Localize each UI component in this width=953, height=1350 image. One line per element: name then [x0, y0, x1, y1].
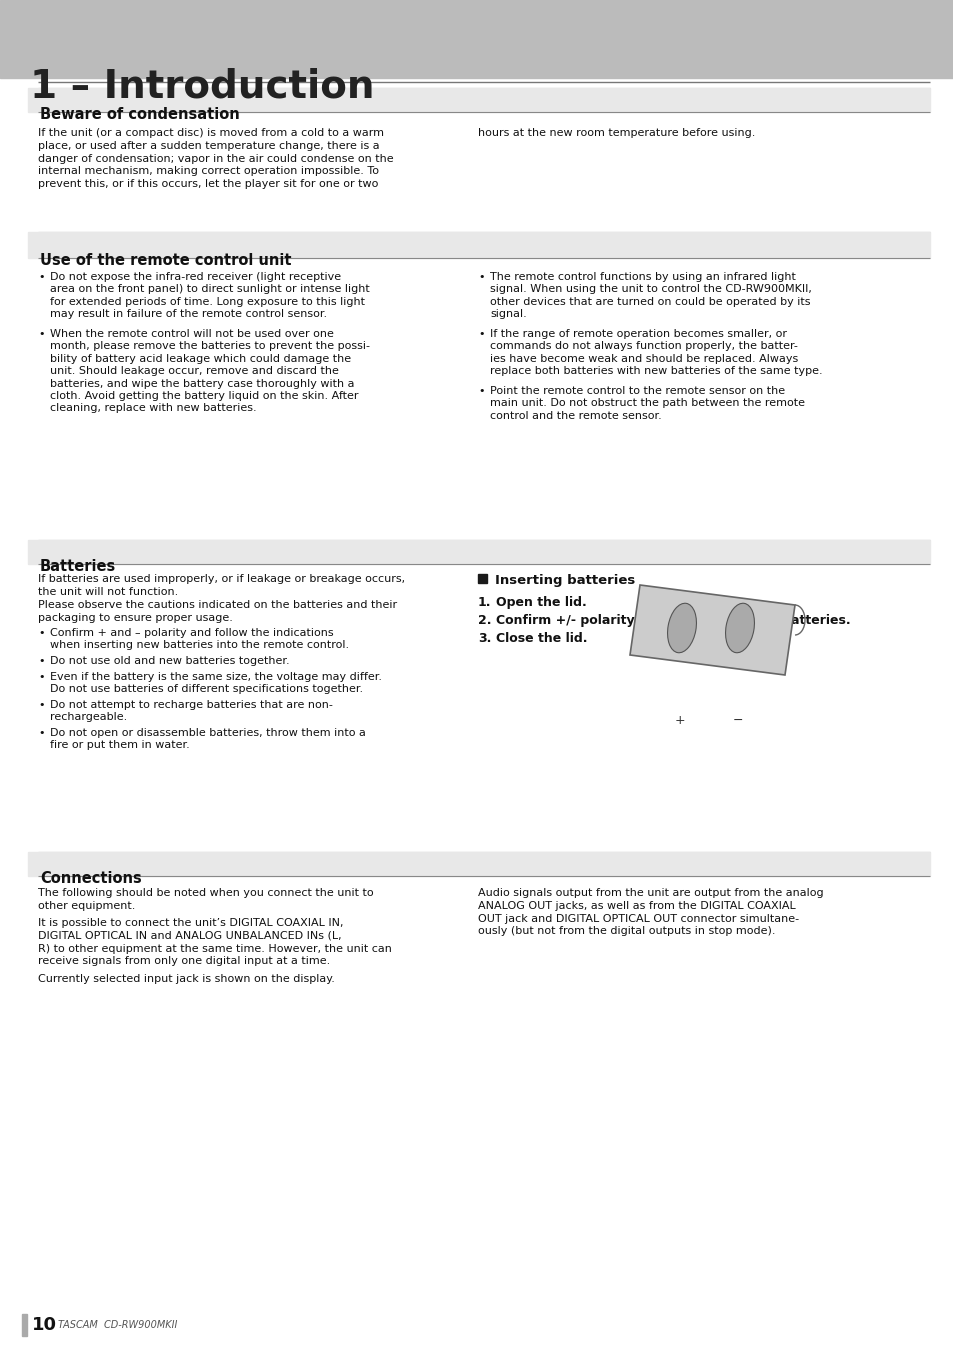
Text: Even if the battery is the same size, the voltage may differ.
Do not use batteri: Even if the battery is the same size, th… [50, 672, 381, 694]
Text: 1.: 1. [477, 595, 491, 609]
Text: Open the lid.: Open the lid. [496, 595, 586, 609]
Text: Use of the remote control unit: Use of the remote control unit [40, 252, 292, 269]
Bar [28, 232, 929, 258]
Text: +: + [674, 714, 684, 726]
Text: If batteries are used improperly, or if leakage or breakage occurs,
the unit wil: If batteries are used improperly, or if … [38, 574, 405, 597]
Bar [28, 540, 929, 564]
Text: The remote control functions by using an infrared light
signal. When using the u: The remote control functions by using an… [490, 271, 811, 319]
Text: •: • [477, 386, 484, 396]
Text: Do not attempt to recharge batteries that are non-
rechargeable.: Do not attempt to recharge batteries tha… [50, 701, 333, 722]
Text: •: • [38, 701, 45, 710]
Text: It is possible to connect the unit’s DIGITAL COAXIAL IN,
DIGITAL OPTICAL IN and : It is possible to connect the unit’s DIG… [38, 918, 392, 967]
Text: hours at the new room temperature before using.: hours at the new room temperature before… [477, 128, 755, 138]
Bar [22, 1314, 27, 1336]
Text: Close the lid.: Close the lid. [496, 632, 587, 645]
Bar [28, 88, 929, 112]
Text: Inserting batteries: Inserting batteries [495, 574, 635, 587]
Text: Confirm + and – polarity and follow the indications
when inserting new batteries: Confirm + and – polarity and follow the … [50, 628, 349, 651]
Text: If the range of remote operation becomes smaller, or
commands do not always func: If the range of remote operation becomes… [490, 329, 821, 377]
Text: 3.: 3. [477, 632, 491, 645]
Ellipse shape [667, 603, 696, 653]
Text: Audio signals output from the unit are output from the analog
ANALOG OUT jacks, : Audio signals output from the unit are o… [477, 888, 822, 937]
Polygon shape [629, 585, 794, 675]
Text: The following should be noted when you connect the unit to
other equipment.: The following should be noted when you c… [38, 888, 374, 911]
Text: Beware of condensation: Beware of condensation [40, 107, 239, 122]
Text: 2.: 2. [477, 614, 491, 626]
Text: TASCAM  CD-RW900MKII: TASCAM CD-RW900MKII [58, 1320, 177, 1330]
Text: 1 – Introduction: 1 – Introduction [30, 68, 375, 107]
Text: When the remote control will not be used over one
month, please remove the batte: When the remote control will not be used… [50, 329, 370, 413]
Text: •: • [38, 271, 45, 282]
Text: Do not expose the infra-red receiver (light receptive
area on the front panel) t: Do not expose the infra-red receiver (li… [50, 271, 370, 319]
Text: •: • [38, 672, 45, 682]
Text: If the unit (or a compact disc) is moved from a cold to a warm
place, or used af: If the unit (or a compact disc) is moved… [38, 128, 394, 189]
Text: 10: 10 [32, 1316, 57, 1334]
Text: •: • [38, 656, 45, 666]
Text: Please observe the cautions indicated on the batteries and their
packaging to en: Please observe the cautions indicated on… [38, 599, 396, 622]
Text: Point the remote control to the remote sensor on the
main unit. Do not obstruct : Point the remote control to the remote s… [490, 386, 804, 421]
Bar [0, 0, 953, 78]
Text: Connections: Connections [40, 871, 142, 886]
Text: •: • [38, 628, 45, 639]
Bar [477, 574, 486, 583]
Text: •: • [477, 329, 484, 339]
Text: •: • [38, 728, 45, 738]
Text: •: • [38, 329, 45, 339]
Text: Do not open or disassemble batteries, throw them into a
fire or put them in wate: Do not open or disassemble batteries, th… [50, 728, 366, 751]
Bar [28, 852, 929, 876]
Text: Batteries: Batteries [40, 559, 116, 574]
Text: Do not use old and new batteries together.: Do not use old and new batteries togethe… [50, 656, 290, 666]
Text: Confirm +/- polarity, and insert two AAA batteries.: Confirm +/- polarity, and insert two AAA… [496, 614, 850, 626]
Text: Currently selected input jack is shown on the display.: Currently selected input jack is shown o… [38, 973, 335, 984]
Text: −: − [732, 714, 742, 726]
Ellipse shape [725, 603, 754, 653]
Text: •: • [477, 271, 484, 282]
